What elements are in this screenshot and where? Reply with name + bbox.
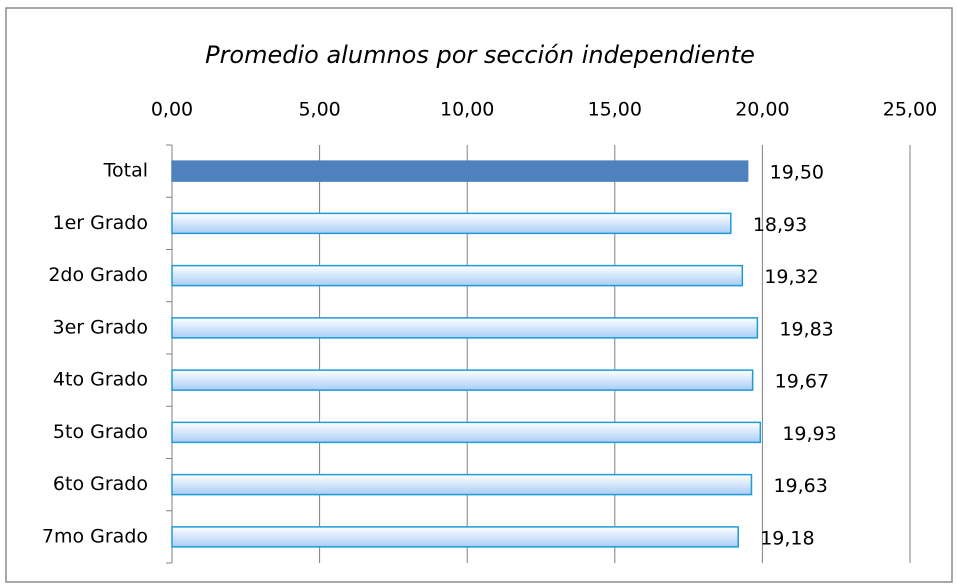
y-tick-label: 5to Grado bbox=[53, 421, 148, 443]
y-tick-label: 6to Grado bbox=[53, 473, 148, 495]
bar bbox=[171, 160, 749, 182]
bar bbox=[171, 369, 754, 391]
x-tick-label: 25,00 bbox=[883, 99, 937, 121]
bar bbox=[171, 317, 759, 339]
y-tick-label: 1er Grado bbox=[53, 212, 149, 234]
y-tick-label: Total bbox=[103, 160, 148, 182]
bar bbox=[171, 526, 739, 548]
bar bbox=[171, 473, 753, 496]
bar bbox=[171, 212, 732, 235]
x-tick-label: 5,00 bbox=[298, 99, 340, 121]
x-tick-label: 10,00 bbox=[440, 99, 494, 121]
y-tick-label: 2do Grado bbox=[48, 264, 148, 286]
bar bbox=[171, 421, 762, 444]
value-label: 18,93 bbox=[753, 214, 807, 236]
value-label: 19,32 bbox=[764, 266, 818, 288]
value-label: 19,50 bbox=[770, 162, 824, 184]
value-label: 19,67 bbox=[775, 371, 829, 393]
chart-title: Promedio alumnos por sección independien… bbox=[205, 41, 755, 69]
value-label: 19,63 bbox=[773, 475, 827, 497]
value-label: 19,83 bbox=[779, 318, 833, 340]
y-tick-label: 4to Grado bbox=[53, 369, 148, 391]
y-tick-label: 3er Grado bbox=[53, 316, 149, 338]
value-label: 19,93 bbox=[782, 423, 836, 445]
x-tick-label: 20,00 bbox=[735, 99, 789, 121]
x-tick-label: 0,00 bbox=[151, 99, 193, 121]
y-tick-label: 7mo Grado bbox=[42, 525, 148, 547]
bar bbox=[171, 264, 744, 287]
value-label: 19,18 bbox=[760, 527, 814, 549]
x-tick-label: 15,00 bbox=[588, 99, 642, 121]
